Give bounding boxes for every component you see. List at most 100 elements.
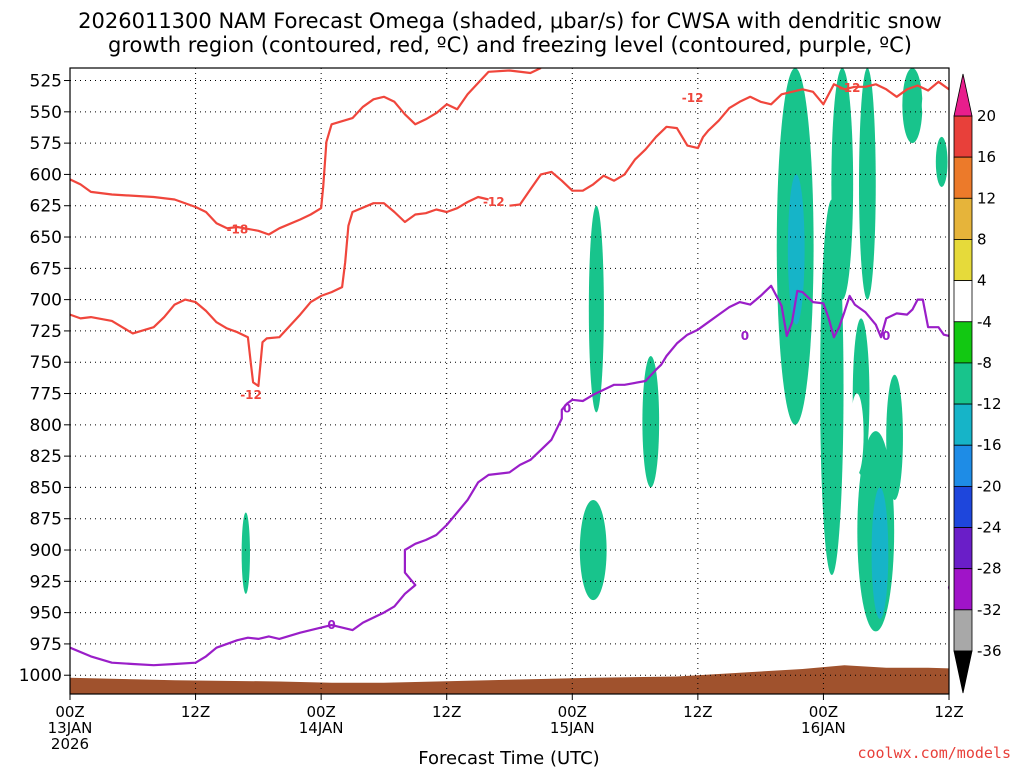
colorbar: 20 16 12 8 4 -4 -8 -12 -16 -20 -24 -28 -32 -36 — [953, 73, 1002, 694]
contour-label: 0 — [563, 402, 571, 416]
contour-label: 0 — [882, 329, 890, 343]
omega-patch — [1007, 325, 1017, 413]
y-tick-label: 800 — [30, 416, 62, 436]
y-tick-label: 650 — [30, 228, 62, 248]
contour-label: -12 — [839, 81, 861, 95]
colorbar-band — [953, 280, 973, 323]
y-tick-label: 775 — [30, 385, 62, 405]
contour-label: -12 — [483, 195, 505, 209]
omega-patch — [642, 355, 660, 488]
x-tick-label: 16JAN — [801, 719, 846, 737]
y-tick-label: 1000 — [19, 666, 62, 686]
omega-patch — [850, 393, 864, 475]
y-tick-label: 575 — [30, 134, 62, 154]
y-tick-label: 825 — [30, 447, 62, 467]
x-tick-label: 14JAN — [299, 719, 344, 737]
colorbar-label: -36 — [977, 642, 1002, 660]
y-tick-label: 925 — [30, 572, 62, 592]
y-tick-label: 750 — [30, 353, 62, 373]
y-tick-label: 550 — [30, 103, 62, 123]
y-tick-label: 525 — [30, 72, 62, 92]
colorbar-label: -8 — [977, 354, 992, 372]
x-tick-label: 00Z — [809, 703, 838, 721]
chart-title-line-2: growth region (contoured, red, ºC) and f… — [108, 33, 912, 57]
colorbar-label: -12 — [977, 395, 1002, 413]
y-tick-label: 625 — [30, 197, 62, 217]
omega-patch — [902, 68, 923, 144]
x-tick-label: 00Z — [558, 703, 587, 721]
omega-patch — [579, 499, 607, 601]
y-tick-label: 600 — [30, 165, 62, 185]
x-tick-label: 12Z — [934, 703, 963, 721]
colorbar-band — [953, 115, 973, 158]
omega-patch — [886, 374, 903, 500]
y-tick-label: 900 — [30, 541, 62, 561]
colorbar-band — [953, 156, 973, 199]
omega-patch — [588, 205, 604, 413]
colorbar-band — [953, 527, 973, 570]
omega-patch — [859, 68, 876, 300]
omega-patch — [820, 199, 844, 576]
credit-text: coolwx.com/models — [857, 744, 1011, 762]
y-tick-label: 850 — [30, 478, 62, 498]
contour-label: -18 — [227, 223, 249, 237]
colorbar-label: -24 — [977, 519, 1002, 537]
colorbar-label: -20 — [977, 477, 1002, 495]
omega-patch — [871, 487, 889, 619]
colorbar-top-arrow — [953, 73, 973, 117]
colorbar-band — [953, 444, 973, 487]
contour-layer — [70, 68, 949, 667]
y-tick-label: 700 — [30, 291, 62, 311]
colorbar-label: 16 — [977, 148, 996, 166]
omega-patch — [998, 287, 1021, 437]
terrain-layer — [70, 665, 949, 694]
x-tick-label: 2026 — [51, 735, 89, 753]
contour-label: 0 — [741, 329, 749, 343]
colorbar-label: -16 — [977, 436, 1002, 454]
colorbar-label: 8 — [977, 230, 987, 248]
x-tick-label: 00Z — [306, 703, 335, 721]
omega-patch — [831, 68, 854, 300]
colorbar-label: -28 — [977, 560, 1002, 578]
contour-label: 0 — [327, 618, 335, 632]
colorbar-label: 4 — [977, 272, 987, 290]
colorbar-label: -32 — [977, 601, 1002, 619]
colorbar-band — [953, 321, 973, 364]
plot-frame — [69, 67, 950, 695]
omega-shading-layer — [241, 68, 1021, 632]
contour-label: -12 — [240, 388, 262, 402]
y-tick-label: 675 — [30, 259, 62, 279]
x-tick-label: 15JAN — [550, 719, 595, 737]
chart-title-line-1: 2026011300 NAM Forecast Omega (shaded, μ… — [78, 9, 942, 33]
omega-patch — [787, 174, 805, 325]
y-tick-label: 875 — [30, 510, 62, 530]
grid-layer — [69, 68, 950, 694]
contour-line — [70, 195, 489, 388]
contour-line — [70, 68, 542, 236]
contour-line — [509, 80, 949, 207]
colorbar-bottom-arrow — [953, 650, 973, 694]
omega-patch — [935, 136, 948, 187]
y-axis: 525 550 575 600 625 650 675 700 725 750 775 800 825 8… — [19, 72, 70, 686]
contour-label: -12 — [682, 91, 704, 105]
colorbar-band — [953, 197, 973, 240]
colorbar-band — [953, 362, 973, 405]
colorbar-band — [953, 609, 973, 652]
colorbar-label: -4 — [977, 313, 992, 331]
colorbar-band — [953, 568, 973, 611]
omega-patch — [921, 93, 931, 119]
colorbar-band — [953, 403, 973, 446]
colorbar-band — [953, 485, 973, 528]
x-tick-label: 12Z — [432, 703, 461, 721]
y-tick-label: 975 — [30, 635, 62, 655]
colorbar-label: 12 — [977, 189, 996, 207]
x-axis-label: Forecast Time (UTC) — [418, 748, 599, 768]
omega-patch — [241, 512, 250, 594]
colorbar-label: 20 — [977, 107, 996, 125]
omega-patch — [803, 524, 817, 551]
x-tick-label: 00Z — [55, 703, 84, 721]
y-tick-label: 950 — [30, 604, 62, 624]
colorbar-band — [953, 239, 973, 282]
